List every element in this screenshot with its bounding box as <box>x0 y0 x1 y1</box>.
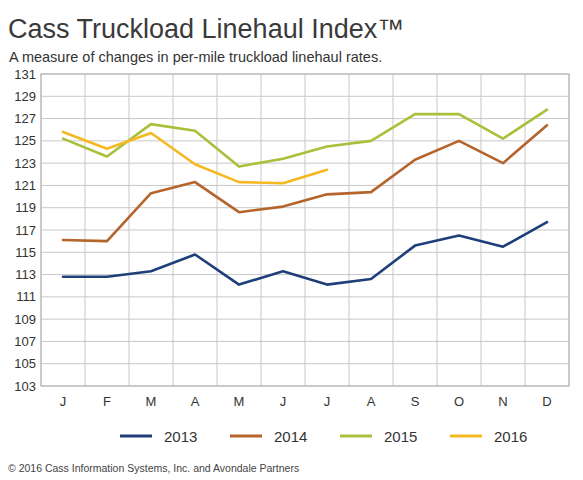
plot-frame <box>41 74 569 386</box>
grid <box>41 74 569 386</box>
legend-label: 2015 <box>384 428 417 445</box>
y-tick-label: 123 <box>14 156 36 171</box>
source: © 2016 Cass Information Systems, Inc. an… <box>8 462 299 474</box>
vertical-grid-line <box>173 74 174 386</box>
y-tick-label: 129 <box>14 89 36 104</box>
y-tick-label: 107 <box>14 334 36 349</box>
x-tick-label: J <box>324 394 331 409</box>
x-tick-label: A <box>191 394 200 409</box>
y-tick-label: 113 <box>15 267 36 282</box>
legend-swatch <box>230 435 262 438</box>
vertical-grid-line <box>261 74 262 386</box>
vertical-grid-line <box>393 74 394 386</box>
x-tick-label: F <box>103 394 111 409</box>
x-tick-label: J <box>60 394 67 409</box>
x-tick-label: A <box>367 394 376 409</box>
series-line <box>63 222 547 284</box>
x-tick-label: J <box>280 394 287 409</box>
vertical-grid-line <box>349 74 350 386</box>
x-tick-label: S <box>411 394 420 409</box>
x-tick-label: M <box>146 394 157 409</box>
legend-swatch <box>120 435 152 438</box>
chart: Cass Truckload Linehaul Index™ A measure … <box>0 0 583 480</box>
y-tick-label: 117 <box>15 223 36 238</box>
series-line <box>63 125 547 241</box>
x-tick-label: N <box>498 394 507 409</box>
vertical-grid-line <box>217 74 218 386</box>
y-tick-label: 119 <box>15 200 36 215</box>
series-line <box>63 132 327 183</box>
y-tick-label: 109 <box>14 312 36 327</box>
vertical-grid-line <box>525 74 526 386</box>
vertical-grid-line <box>85 74 86 386</box>
series-lines <box>63 110 547 285</box>
legend-label: 2014 <box>274 428 307 445</box>
y-tick-label: 131 <box>14 67 36 82</box>
vertical-grid-line <box>129 74 130 386</box>
y-tick-label: 127 <box>14 111 36 126</box>
y-tick-label: 121 <box>14 178 36 193</box>
legend-swatch <box>450 435 482 438</box>
y-tick-label: 103 <box>14 379 36 394</box>
x-tick-label: O <box>454 394 464 409</box>
legend-label: 2016 <box>494 428 527 445</box>
y-tick-label: 115 <box>15 245 36 260</box>
vertical-grid-line <box>437 74 438 386</box>
y-tick-label: 105 <box>14 356 36 371</box>
vertical-grid-line <box>481 74 482 386</box>
legend: 2013 2014 2015 2016 <box>120 428 527 445</box>
y-tick-label: 111 <box>16 289 36 304</box>
x-tick-label: M <box>234 394 245 409</box>
legend-label: 2013 <box>164 428 197 445</box>
title: Cass Truckload Linehaul Index™ <box>8 14 404 44</box>
y-tick-label: 125 <box>14 133 36 148</box>
vertical-grid-line <box>305 74 306 386</box>
subtitle: A measure of changes in per-mile trucklo… <box>9 49 382 65</box>
x-tick-label: D <box>542 394 551 409</box>
legend-swatch <box>340 435 372 438</box>
